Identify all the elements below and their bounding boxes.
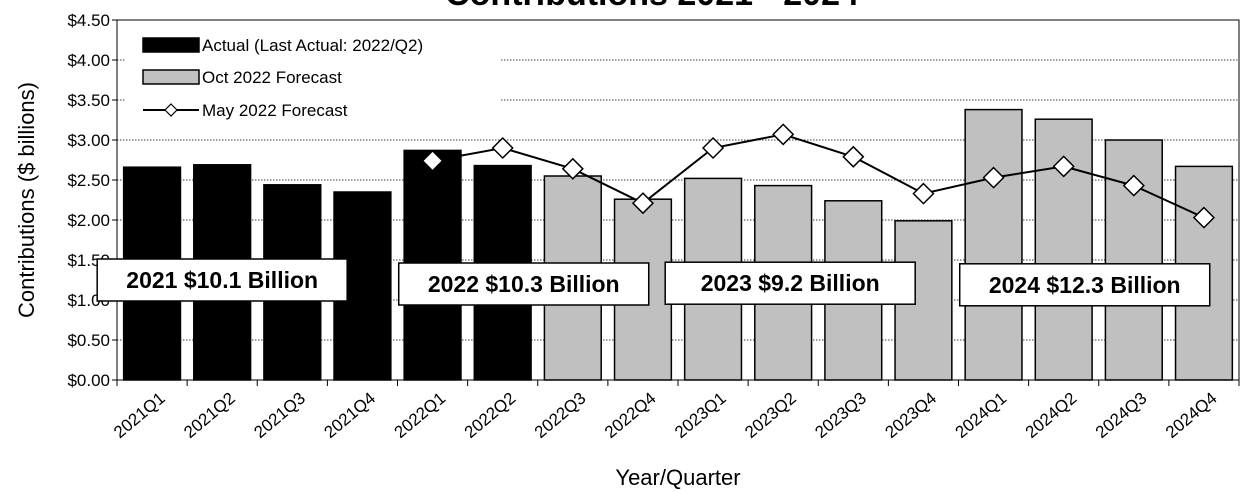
x-tick-label: 2024Q4 — [1162, 389, 1221, 442]
annotations: 2021 $10.1 Billion 2022 $10.3 Billion 2023… — [96, 258, 1211, 307]
bar — [964, 108, 1023, 381]
legend-label: May 2022 Forecast — [202, 101, 348, 120]
annotation-label: 2023 $9.2 Billion — [701, 270, 880, 296]
x-tick-label: 2021Q1 — [110, 389, 169, 442]
annotation-label: 2021 $10.1 Billion — [126, 267, 318, 293]
x-tick-label: 2023Q4 — [881, 389, 940, 442]
x-tick-label: 2021Q4 — [320, 389, 379, 442]
line-marker — [1052, 155, 1075, 178]
x-tick-label: 2022Q1 — [391, 389, 450, 442]
line-marker — [491, 136, 514, 160]
y-axis-ticks: $0.00$0.50$1.00$1.50$2.00$2.50$3.00$3.50… — [67, 11, 117, 390]
x-tick-label: 2024Q2 — [1022, 389, 1081, 442]
y-tick-label: $4.50 — [67, 11, 110, 30]
annotation-box — [96, 258, 348, 302]
y-tick-label: $2.50 — [67, 171, 110, 190]
line-marker — [421, 149, 444, 172]
x-tick-label: 2022Q3 — [531, 389, 590, 442]
annotation-label: 2024 $12.3 Billion — [989, 272, 1181, 298]
line-marker — [1192, 206, 1215, 229]
y-axis-label: Contributions ($ billions) — [14, 82, 39, 318]
y-tick-label: $2.00 — [67, 211, 110, 230]
line-marker — [1122, 174, 1145, 197]
y-tick-label: $3.00 — [67, 131, 110, 150]
line-marker — [631, 192, 654, 215]
x-tick-label: 2024Q3 — [1092, 389, 1151, 442]
line-marker — [772, 123, 795, 146]
x-tick-label: 2024Q1 — [952, 389, 1011, 442]
chart-title: Contributions 2021 - 2024 — [445, 0, 859, 13]
x-tick-label: 2021Q3 — [250, 389, 309, 442]
legend-label: Oct 2022 Forecast — [202, 68, 342, 87]
y-tick-label: $0.00 — [67, 371, 110, 390]
legend-swatch — [142, 37, 200, 53]
x-tick-label: 2023Q2 — [741, 389, 800, 442]
x-tick-label: 2022Q2 — [461, 389, 520, 442]
x-tick-label: 2021Q2 — [180, 389, 239, 442]
may-forecast-line — [421, 123, 1215, 229]
legend-swatch — [142, 69, 200, 85]
series-line — [432, 133, 1205, 219]
y-tick-label: $3.50 — [67, 91, 110, 110]
y-tick-label: $0.50 — [67, 331, 110, 350]
annotation-box — [397, 262, 650, 306]
line-marker — [702, 136, 725, 160]
annotation-box — [958, 263, 1211, 307]
line-marker — [982, 166, 1005, 189]
line-marker — [842, 145, 865, 168]
annotation-box — [664, 261, 916, 305]
x-tick-label: 2022Q4 — [601, 389, 660, 442]
legend-marker — [164, 103, 178, 117]
annotation-label: 2022 $10.3 Billion — [428, 271, 620, 297]
legend-label: Actual (Last Actual: 2022/Q2) — [202, 36, 423, 55]
line-marker — [561, 157, 584, 180]
legend: Actual (Last Actual: 2022/Q2) Oct 2022 Fo… — [125, 27, 500, 127]
line-marker — [912, 182, 935, 205]
x-tick-label: 2023Q1 — [671, 389, 730, 442]
x-tick-label: 2023Q3 — [811, 389, 870, 442]
x-axis-label: Year/Quarter — [615, 465, 740, 490]
y-tick-label: $4.00 — [67, 51, 110, 70]
x-axis-ticks: 2021Q1 2021Q2 2021Q3 2021Q4 2022Q1 2022Q2 2022… — [110, 380, 1240, 442]
